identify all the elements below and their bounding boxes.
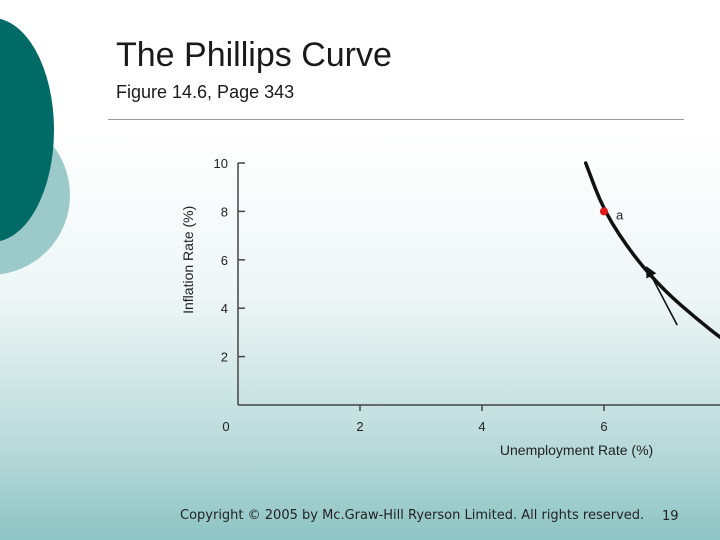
phillips-curve-line bbox=[583, 161, 720, 340]
point-label-a: a bbox=[616, 207, 624, 222]
x-tick-label: 4 bbox=[478, 419, 485, 434]
y-tick-label: 4 bbox=[221, 301, 228, 316]
y-axis-label: Inflation Rate (%) bbox=[180, 206, 196, 314]
y-tick-label: 6 bbox=[221, 253, 228, 268]
y-tick-label: 10 bbox=[214, 156, 228, 171]
data-point-a bbox=[600, 207, 608, 216]
page-number: 19 bbox=[662, 509, 679, 524]
copyright-notice: Copyright © 2005 by Mc.Graw-Hill Ryerson… bbox=[180, 508, 645, 523]
direction-arrow bbox=[645, 266, 678, 326]
slide-title: The Phillips Curve bbox=[116, 36, 392, 74]
x-tick-label: 6 bbox=[600, 419, 607, 434]
deco-circle-dark bbox=[0, 18, 54, 242]
y-tick-label: 8 bbox=[221, 204, 228, 219]
x-tick-label: 2 bbox=[356, 419, 363, 434]
title-divider bbox=[108, 119, 684, 120]
x-axis-label: Unemployment Rate (%) bbox=[500, 442, 653, 458]
x-tick-label: 0 bbox=[222, 419, 229, 434]
slide-subtitle: Figure 14.6, Page 343 bbox=[116, 82, 295, 102]
y-tick-label: 2 bbox=[221, 350, 228, 365]
